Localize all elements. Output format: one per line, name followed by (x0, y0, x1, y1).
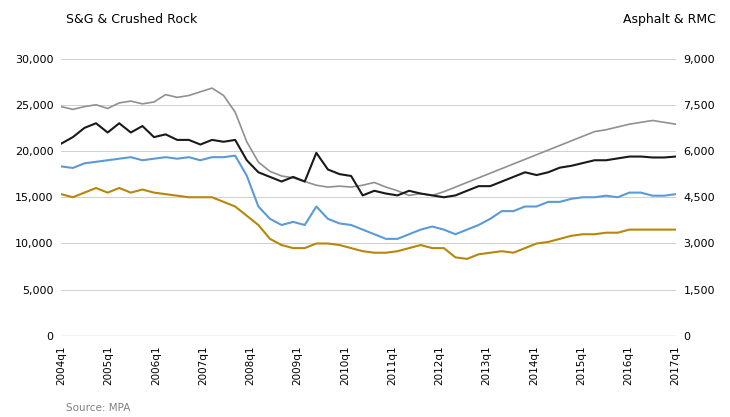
Text: Source: MPA: Source: MPA (66, 403, 130, 413)
Text: S&G & Crushed Rock: S&G & Crushed Rock (66, 13, 197, 25)
Text: Asphalt & RMC: Asphalt & RMC (623, 13, 715, 25)
